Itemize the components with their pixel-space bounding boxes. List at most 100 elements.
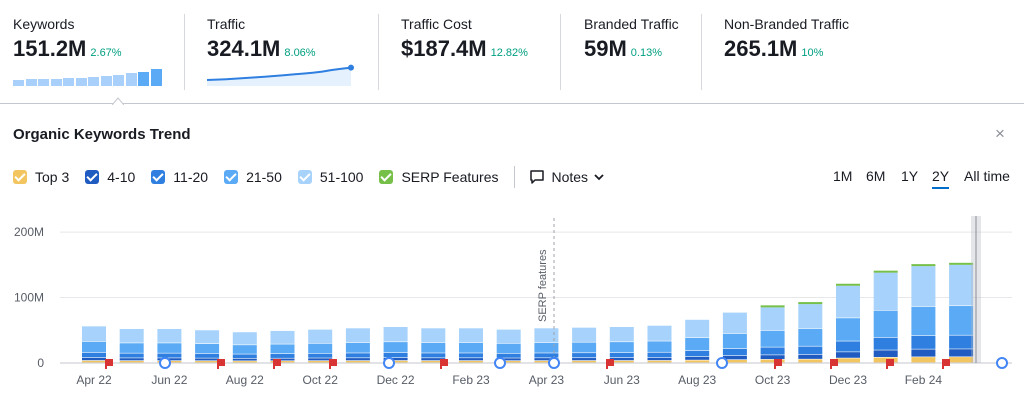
bar-segment	[534, 342, 559, 353]
bar-segment	[760, 305, 785, 308]
bar-segment	[911, 357, 936, 363]
bar-segment	[195, 361, 220, 363]
x-tick-label: Aug 23	[678, 373, 716, 387]
checkbox-icon[interactable]	[13, 170, 27, 184]
bar-segment	[496, 360, 521, 363]
bar-segment	[383, 352, 408, 358]
flag-icon	[774, 359, 782, 369]
bar-segment	[119, 360, 144, 363]
divider	[184, 14, 185, 90]
bar-segment	[232, 345, 257, 354]
bar-segment	[836, 283, 860, 286]
bar-segment	[459, 353, 483, 358]
bar-segment	[459, 328, 483, 343]
bar-segment	[798, 328, 823, 346]
sparkline-bar	[138, 72, 149, 86]
bar-segment	[873, 337, 898, 350]
bar-segment	[911, 266, 936, 307]
bar-segment	[911, 349, 936, 357]
metric-non-branded-traffic[interactable]: Non-Branded Traffic 265.1M 10%	[724, 0, 884, 90]
metric-branded-traffic[interactable]: Branded Traffic 59M 0.13%	[584, 0, 694, 90]
notes-dropdown[interactable]: Notes	[529, 169, 605, 185]
flag-icon	[105, 359, 113, 369]
checkbox-icon[interactable]	[297, 170, 312, 184]
bar-segment	[609, 360, 634, 363]
metric-change: 10%	[801, 47, 824, 59]
bar-segment	[308, 360, 333, 363]
bar-segment	[836, 318, 860, 341]
sparkline-bar	[88, 77, 99, 86]
divider	[701, 14, 702, 90]
bar-segment	[609, 352, 634, 358]
legend-21-50[interactable]: 21-50	[224, 169, 282, 185]
bar-segment	[873, 272, 898, 311]
legend-51-100[interactable]: 51-100	[297, 169, 363, 185]
sparkline-endpoint	[348, 64, 354, 71]
close-icon[interactable]: ×	[995, 124, 1005, 143]
period-6m[interactable]: 6M	[866, 168, 886, 184]
checkbox-icon[interactable]	[224, 170, 239, 184]
metric-traffic-cost[interactable]: Traffic Cost $187.4M 12.82%	[401, 0, 561, 90]
period-2y[interactable]: 2Y	[932, 168, 950, 189]
divider	[560, 14, 561, 90]
bar-segment	[836, 285, 860, 318]
bar-segment	[534, 353, 559, 358]
x-tick-label: Jun 22	[151, 373, 187, 387]
metric-traffic[interactable]: Traffic 324.1M 8.06%	[207, 0, 367, 90]
keywords-sparkline	[13, 66, 163, 86]
bar-segment	[270, 330, 295, 344]
bar-segment	[383, 327, 408, 342]
x-tick-label: Dec 23	[829, 373, 867, 387]
x-tick-label: Apr 22	[76, 373, 112, 387]
sparkline-bar	[75, 78, 87, 86]
checkbox-icon[interactable]	[85, 170, 100, 184]
bar-segment	[572, 342, 597, 353]
legend-4-10[interactable]: 4-10	[85, 169, 135, 185]
legend-serp-features[interactable]: SERP Features	[379, 169, 498, 185]
bar-segment	[609, 342, 634, 353]
bar-segment	[760, 307, 785, 331]
comment-icon	[530, 170, 545, 184]
flag-icon	[440, 359, 448, 369]
bar-segment	[82, 360, 106, 363]
bar-segment	[760, 330, 785, 347]
bar-segment	[157, 343, 182, 353]
bar-segment	[685, 319, 710, 338]
sparkline-bar	[100, 76, 112, 86]
legend-11-20[interactable]: 11-20	[151, 169, 208, 185]
bar-segment	[308, 329, 333, 344]
keywords-trend-chart[interactable]: 0 100M 200M Apr 22 Jun 22 Aug 22 Oct 22 Dec 22 F…	[0, 200, 1024, 403]
metric-label: Branded Traffic	[584, 16, 679, 32]
checkbox-icon[interactable]	[379, 170, 394, 184]
bar-segment	[873, 350, 898, 357]
period-1y[interactable]: 1Y	[901, 168, 919, 184]
bar-segment	[82, 352, 106, 358]
metric-keywords[interactable]: Keywords 151.2M 2.67%	[13, 0, 173, 90]
bar-segment	[572, 327, 597, 342]
bar-segment	[722, 355, 747, 360]
bar-segment	[232, 358, 257, 361]
x-tick-label: Apr 23	[529, 373, 565, 387]
bar-segment	[798, 354, 823, 359]
checkbox-icon[interactable]	[151, 170, 166, 184]
x-tick-label: Feb 24	[905, 373, 943, 387]
google-icon	[548, 357, 560, 369]
google-icon	[494, 357, 506, 369]
bar-segment	[647, 352, 672, 358]
bar-segment	[345, 358, 370, 361]
period-all-time[interactable]: All time	[964, 168, 1010, 184]
legend-label: 21-50	[246, 169, 282, 185]
legend: Top 3 4-10 11-20 21-50 51-100 SERP Featu…	[13, 166, 605, 188]
metric-label: Non-Branded Traffic	[724, 16, 850, 32]
bar-segment	[647, 325, 672, 341]
period-1m[interactable]: 1M	[833, 168, 853, 184]
y-tick-label: 100M	[14, 291, 44, 305]
legend-label: 4-10	[107, 169, 136, 185]
bar-segment	[722, 333, 747, 349]
bar-segment	[459, 360, 483, 363]
metric-change: 2.67%	[90, 47, 122, 59]
bar-segment	[345, 353, 370, 358]
legend-top-3[interactable]: Top 3	[13, 169, 69, 185]
bar-segment	[459, 342, 483, 353]
flag-icon	[273, 359, 281, 369]
